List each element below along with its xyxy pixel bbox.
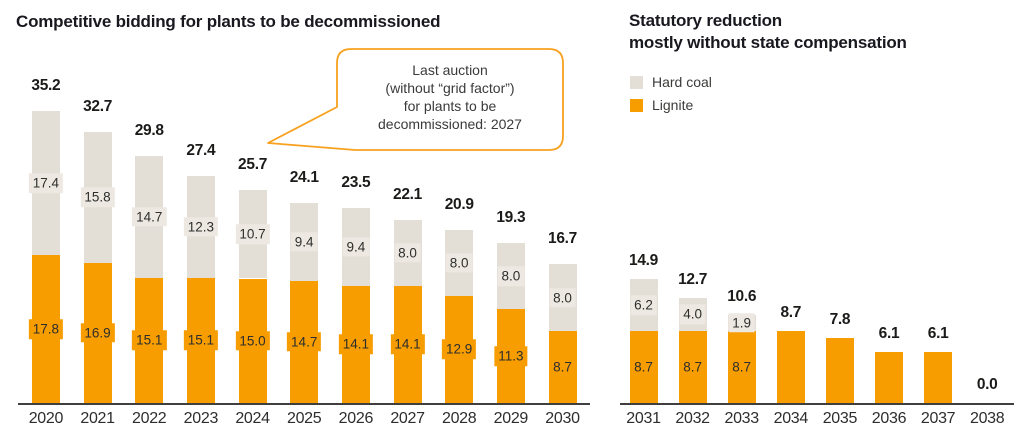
bar-segment-lignite-2035	[825, 338, 854, 403]
year-label-2038: 2038	[969, 410, 1005, 427]
bar-total-label-2024: 25.7	[238, 155, 268, 173]
callout-bubble	[267, 48, 564, 151]
bar-segment-label-hardcoal-2027: 8.0	[394, 243, 421, 263]
bar-total-label-2033: 10.6	[727, 288, 757, 306]
year-label-2034: 2034	[773, 410, 809, 427]
bar-segment-label-hardcoal-2029: 8.0	[497, 266, 525, 286]
bar-segment-label-hardcoal-2021: 15.8	[80, 187, 115, 207]
year-label-2030: 2030	[545, 410, 580, 427]
year-label-2024: 2024	[235, 410, 270, 427]
bar-segment-label-lignite-2027: 14.1	[390, 334, 425, 355]
callout-text: Last auction (without “grid factor”) for…	[341, 61, 559, 133]
bar-segment-label-lignite-2030: 8.7	[549, 357, 576, 377]
bar-total-label-2037: 6.1	[927, 325, 949, 343]
bar-segment-label-lignite-2025: 14.7	[287, 332, 322, 352]
bar-segment-lignite-2036	[875, 352, 903, 403]
legend-label-lignite: Lignite	[652, 97, 694, 113]
bar-total-label-2023: 27.4	[186, 141, 216, 159]
year-label-2021: 2021	[80, 410, 115, 427]
year-label-2031: 2031	[626, 410, 661, 427]
bar-segment-label-lignite-2032: 8.7	[679, 357, 706, 377]
hardcoal-swatch-icon	[630, 75, 643, 89]
bar-segment-label-lignite-2028: 12.9	[442, 339, 477, 360]
bar-segment-label-hardcoal-2024: 10.7	[235, 224, 270, 244]
bar-segment-lignite-2037	[924, 352, 953, 403]
bar-segment-label-hardcoal-2030: 8.0	[549, 287, 576, 308]
bar-total-label-2034: 8.7	[780, 303, 802, 321]
year-label-2036: 2036	[871, 410, 907, 427]
legend-item-hardcoal: Hard coal	[630, 74, 712, 90]
year-label-2032: 2032	[675, 410, 710, 427]
year-label-2022: 2022	[132, 410, 167, 427]
bar-total-label-2020: 35.2	[31, 76, 61, 94]
bar-total-label-2031: 14.9	[629, 252, 658, 270]
bar-total-label-2035: 7.8	[829, 311, 851, 329]
bar-segment-label-hardcoal-2020: 17.4	[28, 173, 64, 193]
bar-total-label-2027: 22.1	[393, 185, 422, 203]
bar-total-label-2036: 6.1	[878, 325, 900, 343]
lignite-swatch-icon	[630, 98, 643, 112]
bar-total-label-2026: 23.5	[341, 173, 371, 191]
bar-segment-lignite-2034	[776, 330, 805, 403]
bar-segment-label-lignite-2026: 14.1	[338, 334, 373, 355]
bar-segment-label-lignite-2029: 11.3	[494, 346, 528, 366]
year-label-2027: 2027	[390, 410, 425, 427]
bar-total-label-2030: 16.7	[548, 230, 577, 248]
bar-total-label-2028: 20.9	[444, 195, 474, 213]
year-label-2037: 2037	[920, 410, 956, 427]
callout-line-4: decommissioned: 2027	[378, 116, 522, 132]
bar-segment-label-hardcoal-2026: 9.4	[342, 237, 370, 257]
right-chart-title-line1: Statutory reduction	[629, 11, 782, 30]
year-label-2029: 2029	[493, 410, 529, 427]
legend-item-lignite: Lignite	[630, 97, 693, 113]
left-chart-title: Competitive bidding for plants to be dec…	[16, 12, 441, 31]
year-label-2023: 2023	[183, 410, 219, 427]
bar-segment-label-hardcoal-2023: 12.3	[183, 216, 219, 237]
bar-segment-label-hardcoal-2025: 9.4	[290, 232, 318, 252]
callout-line-3: for plants to be	[403, 98, 497, 114]
bar-segment-label-hardcoal-2031: 6.2	[630, 295, 657, 315]
bar-segment-label-hardcoal-2032: 4.0	[679, 304, 706, 324]
bar-segment-label-lignite-2021: 16.9	[80, 323, 115, 343]
year-label-2025: 2025	[286, 410, 322, 427]
legend-label-hardcoal: Hard coal	[652, 74, 712, 90]
year-label-2028: 2028	[441, 410, 477, 427]
bar-segment-label-lignite-2020: 17.8	[28, 319, 64, 339]
bar-total-label-2038: 0.0	[976, 376, 998, 393]
bar-segment-label-lignite-2022: 15.1	[132, 330, 167, 351]
callout-line-2: (without “grid factor”)	[385, 80, 515, 96]
bar-segment-label-hardcoal-2033: 1.9	[728, 313, 756, 333]
bar-segment-label-lignite-2031: 8.7	[630, 357, 657, 377]
bar-segment-label-lignite-2024: 15.0	[235, 331, 270, 351]
bar-total-label-2032: 12.7	[678, 270, 708, 288]
callout-line-1: Last auction	[412, 62, 488, 78]
bar-total-label-2022: 29.8	[134, 121, 164, 139]
bar-segment-label-hardcoal-2022: 14.7	[132, 206, 167, 227]
year-label-2026: 2026	[338, 410, 374, 427]
x-axis	[620, 403, 1014, 405]
x-axis	[18, 403, 590, 405]
year-label-2020: 2020	[28, 410, 64, 427]
year-label-2033: 2033	[724, 410, 759, 427]
bar-total-label-2025: 24.1	[289, 168, 319, 186]
bar-total-label-2029: 19.3	[496, 208, 526, 226]
callout-bubble-shape	[267, 48, 564, 151]
bar-total-label-2021: 32.7	[83, 97, 113, 115]
bar-segment-label-lignite-2023: 15.1	[183, 330, 219, 351]
bar-segment-label-hardcoal-2028: 8.0	[445, 252, 473, 273]
bar-segment-label-lignite-2033: 8.7	[728, 357, 756, 377]
year-label-2035: 2035	[822, 410, 858, 427]
right-chart-title-line2: mostly without state compensation	[629, 33, 907, 52]
